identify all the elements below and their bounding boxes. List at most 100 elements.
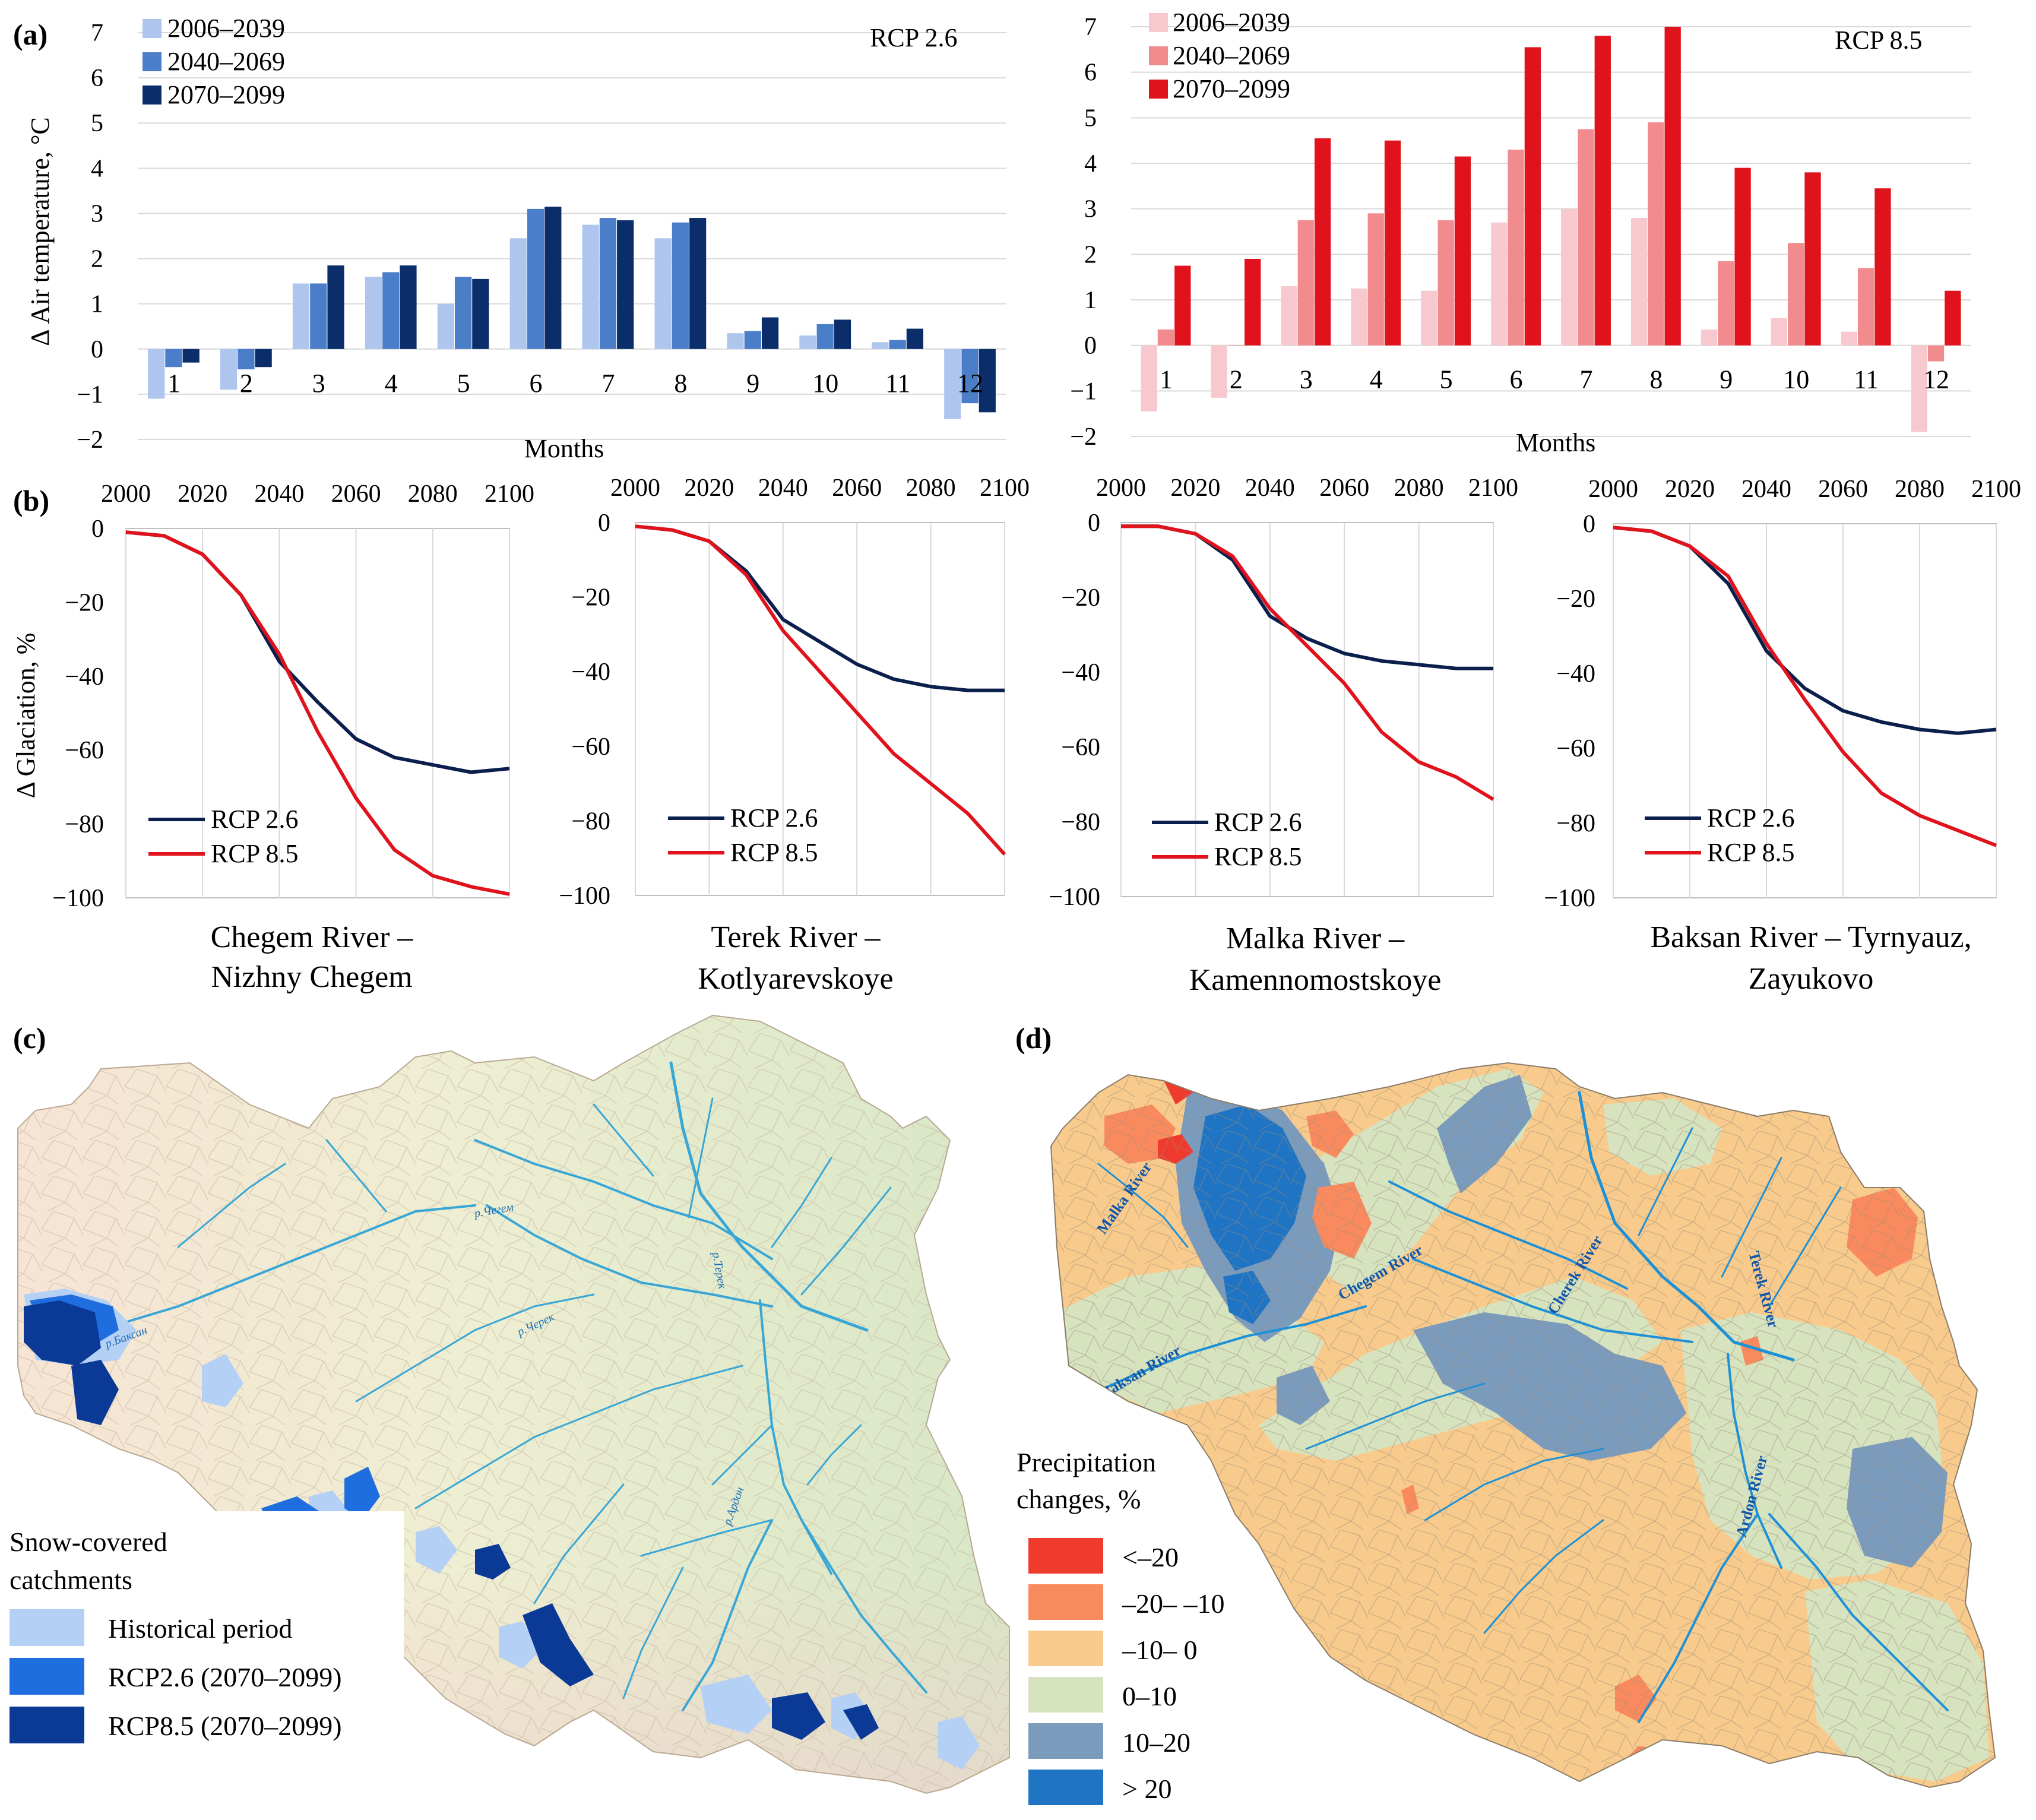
legend-label: –10– 0: [1122, 1635, 1198, 1665]
bar-20402069-month-12: [961, 349, 979, 404]
legend-label: RCP2.6 (2070–2099): [108, 1662, 342, 1692]
panel-label-d: (d): [1015, 1021, 1052, 1055]
y-tick-label: 7: [1084, 14, 1097, 41]
plot-border: [635, 522, 1005, 896]
bar-20402069-month-2: [238, 349, 255, 370]
y-tick-label: −80: [1061, 809, 1100, 836]
bar-20402069-month-5: [1437, 220, 1454, 346]
legend-label: RCP 8.5: [730, 838, 818, 867]
y-tick-label: −40: [1061, 659, 1100, 686]
series-lines: [1121, 524, 1494, 801]
y-tick-label: 4: [1084, 150, 1097, 178]
plot-border: [125, 528, 510, 898]
category-label: 4: [1370, 365, 1383, 394]
y-tick-label: −100: [559, 882, 610, 910]
legend-title: catchments: [10, 1565, 132, 1595]
snow-patches-rcp85: [24, 1300, 879, 1740]
bar-20062039-month-8: [1630, 218, 1648, 346]
panel-label-a: (a): [13, 18, 48, 51]
y-tick-label: 1: [1084, 287, 1097, 314]
y-tick-label: 6: [91, 65, 103, 92]
y-tick-label: −60: [571, 733, 610, 761]
bar-20062039-month-6: [509, 238, 527, 349]
y-tick-label: 0: [598, 509, 610, 537]
bar-20702099-month-3: [327, 265, 344, 349]
y-tick-label: 3: [91, 200, 103, 227]
category-label: 12: [1923, 365, 1949, 394]
bar-20702099-month-5: [472, 278, 489, 349]
glaciation-chart-terek: 2000 2020 2040 2060 2080 2100 0 −20 −40 −60 −80 −1…: [559, 474, 1030, 996]
bar-20402069-month-11: [1857, 268, 1874, 346]
category-label: 11: [885, 369, 910, 398]
legend-label: RCP 8.5: [211, 839, 299, 868]
x-tick-label: 2040: [758, 474, 808, 502]
bar-20702099-month-6: [1524, 47, 1541, 346]
legend-swatch-gt-20: [1028, 1770, 1103, 1805]
bar-20702099-month-1: [182, 349, 200, 363]
x-tick-label: 2080: [906, 474, 956, 502]
bar-20062039-month-1: [1141, 345, 1157, 412]
legend-label: 2040–2069: [167, 47, 285, 76]
legend-label: <–20: [1122, 1542, 1179, 1572]
x-tick-label: 2100: [485, 480, 534, 508]
y-tick-label: 2: [1084, 241, 1097, 268]
y-tick-label: −20: [571, 584, 610, 612]
series-lines: [635, 524, 1006, 856]
bar-20702099-month-12: [1945, 290, 1961, 346]
bar-20062039-month-3: [292, 283, 310, 349]
y-tick-label: −2: [1070, 423, 1097, 451]
y-tick-label: −80: [571, 808, 610, 835]
y-tick-label: −80: [65, 811, 104, 838]
series-line-rcp-8.5: [125, 530, 510, 896]
bar-20062039-month-9: [1701, 329, 1718, 346]
bar-20702099-month-4: [1384, 140, 1401, 346]
bar-20402069-month-10: [816, 324, 834, 349]
legend-label: 0–10: [1122, 1681, 1177, 1711]
category-label: 4: [385, 369, 398, 398]
x-tick-label: 2040: [254, 480, 304, 508]
bar-20402069-month-8: [1648, 122, 1664, 346]
bars: [148, 207, 996, 419]
y-tick-label: −1: [77, 381, 103, 409]
legend-swatch-historical: [10, 1609, 84, 1646]
legend-title: Precipitation: [1017, 1447, 1156, 1477]
legend-label: RCP8.5 (2070–2099): [108, 1711, 342, 1741]
y-tick-label: −1: [1070, 378, 1097, 405]
legend-swatch-2006-2039: [1149, 13, 1168, 32]
y-tick-label: 0: [1088, 509, 1100, 537]
legend-label: RCP 2.6: [730, 803, 818, 833]
legend-label: 2006–2039: [1173, 8, 1290, 37]
y-tick-label: −40: [571, 659, 610, 686]
y-tick-label: −100: [52, 885, 104, 912]
category-labels: 1 2 3 4 5 6 7 8 9 10 11 12: [1160, 365, 1949, 394]
category-label: 5: [457, 369, 470, 398]
bar-20702099-month-3: [1314, 138, 1331, 346]
x-tick-label: 2080: [1394, 474, 1444, 502]
bar-20702099-month-5: [1454, 156, 1471, 346]
y-tick-labels: 0 −20 −40 −60 −80 −100: [52, 515, 104, 912]
y-tick-labels: −2 −1 0 1 2 3 4 5 6 7: [77, 20, 103, 454]
legend-swatch-2070-2099: [1149, 80, 1168, 99]
legend-swatch-2040-2069: [1149, 46, 1168, 65]
series-lines: [125, 530, 510, 896]
bar-20402069-month-12: [1927, 345, 1945, 362]
legend-swatch-lt-neg20: [1028, 1538, 1103, 1574]
bar-20062039-month-7: [582, 224, 599, 349]
legend-swatch-2070-2099: [143, 86, 162, 105]
x-tick-label: 2060: [832, 474, 882, 502]
x-tick-label: 2100: [1468, 474, 1518, 502]
x-tick-label: 2020: [1170, 474, 1220, 502]
x-tick-label: 2060: [331, 480, 381, 508]
legend-swatch-neg10-0: [1028, 1631, 1103, 1666]
x-tick-label: 2060: [1319, 474, 1369, 502]
bar-20402069-month-6: [1508, 150, 1524, 346]
x-tick-label: 2000: [1588, 476, 1638, 503]
series-line-rcp-2.6: [125, 530, 510, 774]
legend: RCP 2.6 RCP 8.5: [668, 803, 818, 867]
series-line-rcp-8.5: [1121, 524, 1494, 801]
chart-title: RCP 8.5: [1835, 26, 1923, 55]
y-tick-label: −80: [1556, 810, 1595, 837]
bar-20702099-month-11: [906, 328, 924, 349]
basin-outline: [1050, 1062, 1996, 1789]
y-tick-label: −100: [1049, 884, 1100, 911]
